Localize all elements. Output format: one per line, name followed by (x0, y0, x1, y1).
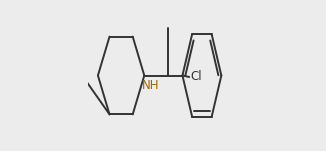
Text: NH: NH (142, 79, 160, 92)
Text: Cl: Cl (190, 71, 201, 84)
